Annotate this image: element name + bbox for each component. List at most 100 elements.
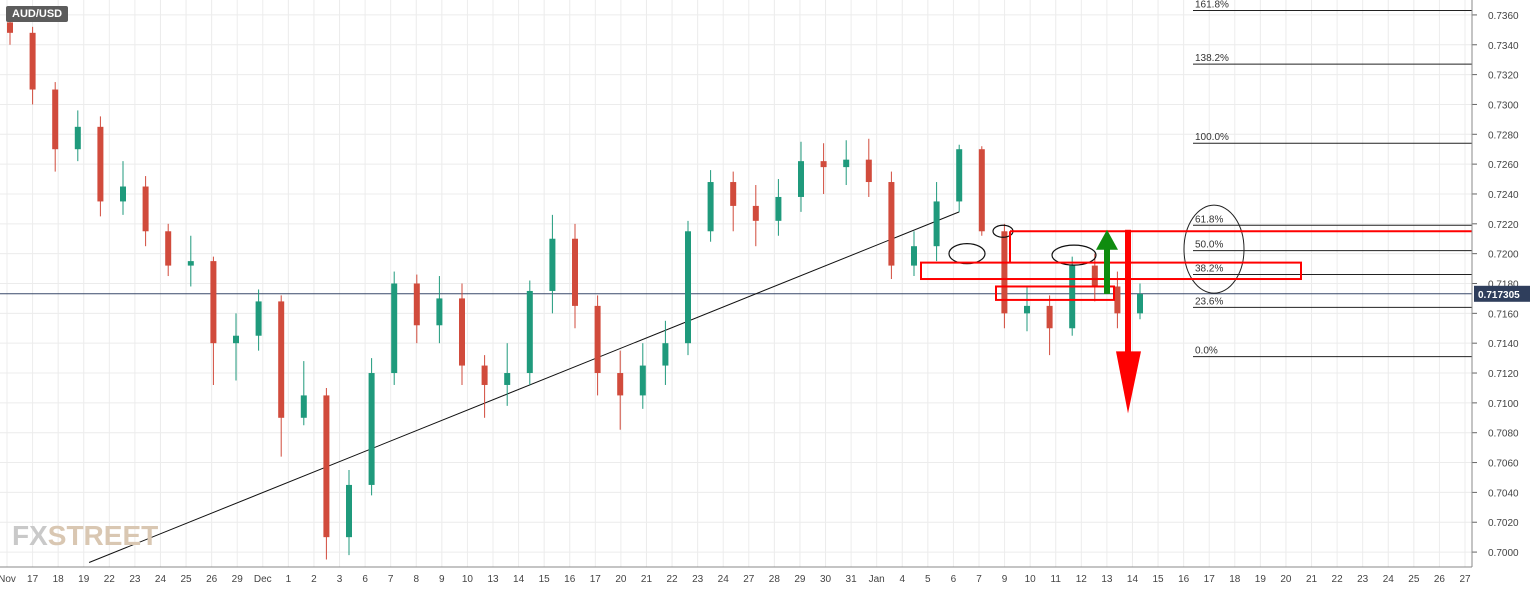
- candle: [120, 161, 126, 215]
- resistance-zone-box: [920, 261, 1302, 281]
- candle: [820, 143, 827, 194]
- x-tick-label: 1: [286, 574, 292, 585]
- y-tick-label: 0.7220: [1488, 220, 1519, 231]
- x-tick-label: 25: [1408, 574, 1420, 585]
- symbol-badge: AUD/USD: [6, 6, 69, 22]
- candle-body: [504, 373, 511, 385]
- candle: [1069, 256, 1076, 336]
- x-tick-label: 22: [104, 574, 116, 585]
- logo-fx: FX: [12, 520, 48, 551]
- current-price-label: 0.717305: [1478, 290, 1520, 301]
- x-tick-label: 8: [413, 574, 419, 585]
- candle-body: [97, 126, 104, 202]
- x-tick-label: Dec: [254, 574, 272, 585]
- candle-body: [210, 261, 217, 344]
- candle-body: [685, 231, 691, 344]
- x-tick-label: Jan: [869, 574, 885, 585]
- candle-body: [820, 161, 827, 168]
- candle: [391, 271, 398, 385]
- red-arrow-shaft: [1125, 229, 1131, 354]
- candle: [481, 355, 488, 418]
- y-tick-label: 0.7100: [1488, 399, 1519, 410]
- fxstreet-logo: FXSTREET: [12, 520, 158, 552]
- candle: [29, 26, 36, 105]
- x-tick-label: 10: [1025, 574, 1037, 585]
- fib-ellipse: [1183, 204, 1245, 294]
- x-tick-label: 15: [539, 574, 551, 585]
- candle: [1046, 295, 1053, 356]
- candle-body: [843, 159, 850, 168]
- y-tick-label: 0.7080: [1488, 429, 1519, 440]
- candle: [865, 138, 872, 197]
- x-tick-label: 29: [232, 574, 244, 585]
- candle-body: [278, 301, 285, 418]
- y-tick-label: 0.7260: [1488, 160, 1519, 171]
- candle: [346, 470, 352, 556]
- x-tick-label: 20: [1280, 574, 1292, 585]
- candle: [843, 140, 850, 186]
- small-box: [995, 285, 1115, 301]
- candle: [1137, 283, 1143, 320]
- candle: [798, 141, 804, 212]
- x-tick-label: 23: [1357, 574, 1369, 585]
- candle-body: [707, 182, 714, 232]
- candle: [300, 361, 307, 426]
- x-tick-label: 2: [311, 574, 317, 585]
- candle-body: [752, 205, 759, 221]
- x-tick-label: 13: [487, 574, 499, 585]
- y-tick-label: 0.7240: [1488, 190, 1519, 201]
- green-arrow-shaft: [1104, 247, 1110, 294]
- candle: [368, 358, 375, 496]
- candle-body: [1114, 286, 1121, 314]
- y-tick-label: 0.7160: [1488, 309, 1519, 320]
- fib-label: 138.2%: [1195, 53, 1229, 64]
- current-price-tag: [1474, 285, 1530, 302]
- grid: [0, 0, 1472, 567]
- candle: [323, 387, 330, 560]
- x-tick-label: 18: [1229, 574, 1241, 585]
- x-tick-label: 21: [641, 574, 653, 585]
- candles: [7, 5, 1143, 560]
- candle: [1001, 223, 1008, 329]
- candle: [978, 146, 985, 236]
- x-tick-label: 27: [743, 574, 755, 585]
- candle-body: [526, 290, 533, 374]
- candle-body: [775, 196, 782, 221]
- candle-body: [617, 373, 624, 396]
- candle: [933, 182, 940, 262]
- green-arrow-head: [1096, 229, 1118, 250]
- candle-body: [1046, 305, 1053, 329]
- x-tick-label: 22: [1332, 574, 1344, 585]
- x-tick-label: 11: [1051, 574, 1062, 585]
- candle-body: [233, 335, 239, 344]
- trendline: [88, 211, 960, 563]
- fibonacci-levels: 161.8% 138.2% 100.0% 61.8% 50.0% 38.2% 23.6% 0.…: [0, 0, 1472, 358]
- candle: [142, 176, 149, 247]
- candle: [233, 313, 239, 381]
- candle: [594, 295, 601, 396]
- candle: [255, 289, 262, 351]
- y-tick-label: 0.7340: [1488, 41, 1519, 52]
- candle-body: [436, 298, 443, 326]
- fib-label: 38.2%: [1195, 264, 1223, 275]
- x-tick-label: 26: [206, 574, 218, 585]
- x-tick-label: 29: [794, 574, 806, 585]
- candle-body: [413, 283, 420, 326]
- candle-body: [1069, 265, 1076, 329]
- fib-label: 100.0%: [1195, 132, 1229, 143]
- candle-body: [662, 343, 669, 366]
- candle-body: [933, 201, 940, 247]
- candle-body: [74, 126, 81, 150]
- y-tick-label: 0.7180: [1488, 280, 1519, 291]
- candle-body: [1091, 265, 1098, 287]
- candle: [549, 214, 556, 314]
- candle: [52, 82, 59, 172]
- x-tick-label: 24: [718, 574, 730, 585]
- x-tick-label: 9: [1002, 574, 1008, 585]
- y-tick-label: 0.7120: [1488, 369, 1519, 380]
- x-tick-label: 9: [439, 574, 445, 585]
- x-tick-label: 21: [1306, 574, 1318, 585]
- x-tick-label: 13: [1101, 574, 1113, 585]
- x-tick-label: 24: [1383, 574, 1395, 585]
